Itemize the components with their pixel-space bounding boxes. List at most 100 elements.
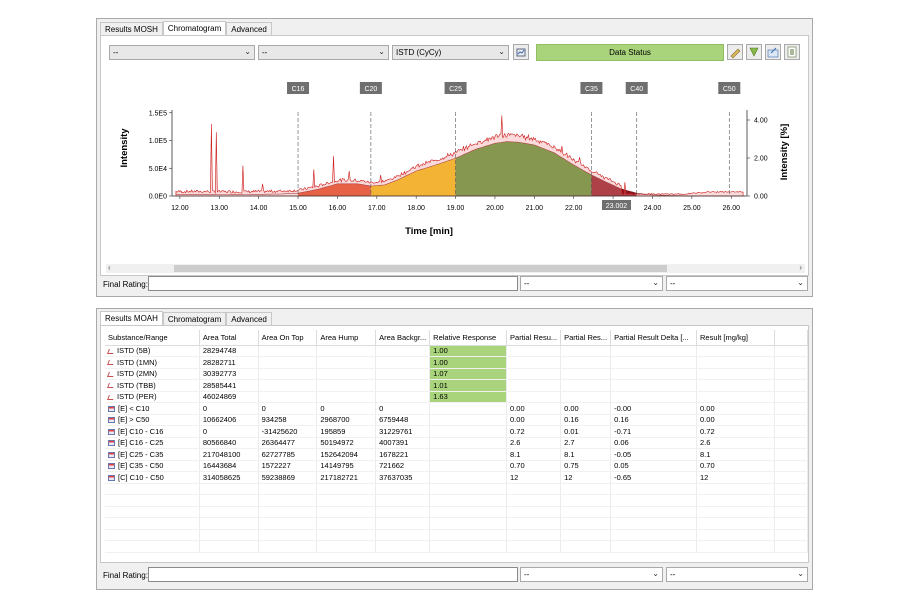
table-cell-empty xyxy=(199,517,259,530)
rating-select-1[interactable]: -- ⌄ xyxy=(520,567,663,582)
retention-label: 23.002 xyxy=(602,200,631,210)
final-rating-input[interactable] xyxy=(148,276,518,291)
table-cell xyxy=(429,448,508,461)
table-cell-empty xyxy=(560,494,612,507)
column-header[interactable]: Partial Res... xyxy=(560,330,612,346)
standard-select[interactable]: ISTD (CyCy) ⌄ xyxy=(392,45,509,60)
table-cell-empty xyxy=(774,529,809,541)
table-cell xyxy=(316,356,377,369)
tab-results-moah[interactable]: Results MOAH xyxy=(100,311,163,326)
column-header[interactable]: Area Hump xyxy=(316,330,377,346)
tab-chromatogram[interactable]: Chromatogram xyxy=(162,312,227,326)
table-row[interactable]: ISTD (1MN) 28282711 1.00 xyxy=(105,356,809,369)
y-tick-label: 0.0E0 xyxy=(149,194,167,201)
chart-settings-button[interactable] xyxy=(513,44,529,60)
mosh-panel: Results MOSH Chromatogram Advanced -- ⌄ … xyxy=(96,18,813,297)
x-tick-label: 25.00 xyxy=(683,205,701,212)
table-cell xyxy=(506,391,562,403)
filter-select-2[interactable]: -- ⌄ xyxy=(258,45,389,60)
table-row[interactable]: ISTD (PER) 46024869 1.63 xyxy=(105,391,809,403)
column-header-filler xyxy=(774,330,809,346)
table-cell-empty xyxy=(105,540,200,553)
table-row[interactable]: [E] > C50 10662406 934258 2968700 6759448 0.0… xyxy=(105,414,809,426)
column-header[interactable]: Relative Response xyxy=(429,330,508,346)
table-cell: 1.00 xyxy=(429,356,508,369)
final-rating-input[interactable] xyxy=(148,567,518,582)
hump-outline xyxy=(175,141,745,197)
rating-select-2[interactable]: -- ⌄ xyxy=(666,567,808,582)
scroll-right-icon[interactable]: › xyxy=(799,263,802,272)
table-cell-filler xyxy=(774,414,809,426)
export-button[interactable] xyxy=(765,44,781,60)
column-header[interactable]: Area On Top xyxy=(258,330,318,346)
data-status-button[interactable]: Data Status xyxy=(536,44,724,61)
table-cell: 0.00 xyxy=(506,402,562,415)
table-cell-empty xyxy=(506,494,562,507)
table-row[interactable]: [E] C25 - C35 217048100 62727785 152642094 1… xyxy=(105,448,809,461)
table-cell-empty xyxy=(506,529,562,541)
table-cell-empty xyxy=(610,517,698,530)
tab-results-mosh[interactable]: Results MOSH xyxy=(100,22,163,36)
column-header[interactable]: Area Backgr... xyxy=(375,330,431,346)
table-cell-empty xyxy=(610,483,698,495)
rating-select-2[interactable]: -- ⌄ xyxy=(666,276,808,291)
table-cell-empty xyxy=(560,483,612,495)
report-button[interactable] xyxy=(784,44,800,60)
peak-icon xyxy=(107,348,115,354)
scroll-left-icon[interactable]: ‹ xyxy=(108,263,111,272)
table-cell-empty xyxy=(258,517,318,530)
tab-advanced[interactable]: Advanced xyxy=(226,22,272,36)
table-cell xyxy=(316,379,377,392)
filter-select-1[interactable]: -- ⌄ xyxy=(109,45,255,60)
tab-chromatogram[interactable]: Chromatogram xyxy=(162,21,227,36)
y-tick-label: 1.0E5 xyxy=(149,138,167,145)
table-cell: -0.71 xyxy=(610,425,698,438)
x-tick-label: 21.00 xyxy=(526,205,544,212)
table-cell-empty xyxy=(774,494,809,507)
chromatogram-chart[interactable]: 12.00 13.00 14.00 15.00 16.00 17.00 18.00 19.00… xyxy=(101,80,810,275)
substance-cell: ISTD (TBB) xyxy=(105,379,200,392)
table-row[interactable]: [E] < C10 0 0 0 0 0.00 0.00 -0.00 0.00 xyxy=(105,402,809,415)
table-cell xyxy=(696,391,775,403)
column-header[interactable]: Area Total xyxy=(199,330,259,346)
peak-icon xyxy=(107,371,115,377)
marker-button[interactable] xyxy=(746,44,762,60)
tab-advanced[interactable]: Advanced xyxy=(226,312,272,326)
table-row[interactable]: ISTD (5B) 28294748 1.00 xyxy=(105,345,809,357)
table-cell: 12 xyxy=(560,471,612,484)
column-header[interactable]: Partial Resu... xyxy=(506,330,562,346)
table-cell-empty xyxy=(199,540,259,553)
table-cell xyxy=(560,391,612,403)
horizontal-scrollbar[interactable]: ‹ › xyxy=(106,263,805,273)
table-cell xyxy=(610,391,698,403)
substance-name: [E] C16 - C25 xyxy=(118,438,164,448)
table-row[interactable]: [E] C16 - C25 80566840 26364477 50194972 400… xyxy=(105,437,809,449)
table-cell: 2.6 xyxy=(696,437,775,449)
column-header[interactable]: Result [mg/kg] xyxy=(696,330,775,346)
table-cell: 28282711 xyxy=(199,356,259,369)
x-tick-label: 26.00 xyxy=(722,205,740,212)
table-row[interactable]: [E] C35 - C50 16443684 1572227 14149795 7216… xyxy=(105,460,809,472)
edit-button[interactable] xyxy=(727,44,743,60)
table-cell-empty xyxy=(375,494,431,507)
scrollbar-thumb[interactable] xyxy=(174,265,667,272)
results-table: Substance/Range Area Total Area On Top A… xyxy=(105,330,809,553)
table-cell-empty xyxy=(199,494,259,507)
table-cell-empty xyxy=(774,540,809,553)
table-cell: 2968700 xyxy=(316,414,377,426)
table-row[interactable]: ISTD (2MN) 30392773 1.07 xyxy=(105,368,809,380)
table-row[interactable]: ISTD (TBB) 28585441 1.01 xyxy=(105,379,809,392)
table-cell: 37637035 xyxy=(375,471,431,484)
table-row[interactable]: [E] C10 - C16 0 -31425620 195859 31229761 0.7… xyxy=(105,425,809,438)
marker-label: C50 xyxy=(723,86,736,93)
chevron-down-icon: ⌄ xyxy=(498,47,505,56)
moah-panel: Results MOAH Chromatogram Advanced Subst… xyxy=(96,308,813,590)
column-header[interactable]: Substance/Range xyxy=(105,330,200,346)
table-cell xyxy=(258,368,318,380)
table-cell: 0.72 xyxy=(696,425,775,438)
substance-name: [E] C35 - C50 xyxy=(118,461,164,471)
rating-select-1[interactable]: -- ⌄ xyxy=(520,276,663,291)
table-row[interactable]: [C] C10 - C50 314058625 59238869 217182721 3… xyxy=(105,471,809,484)
marker-icon xyxy=(749,47,759,57)
column-header[interactable]: Partial Result Delta [... xyxy=(610,330,698,346)
